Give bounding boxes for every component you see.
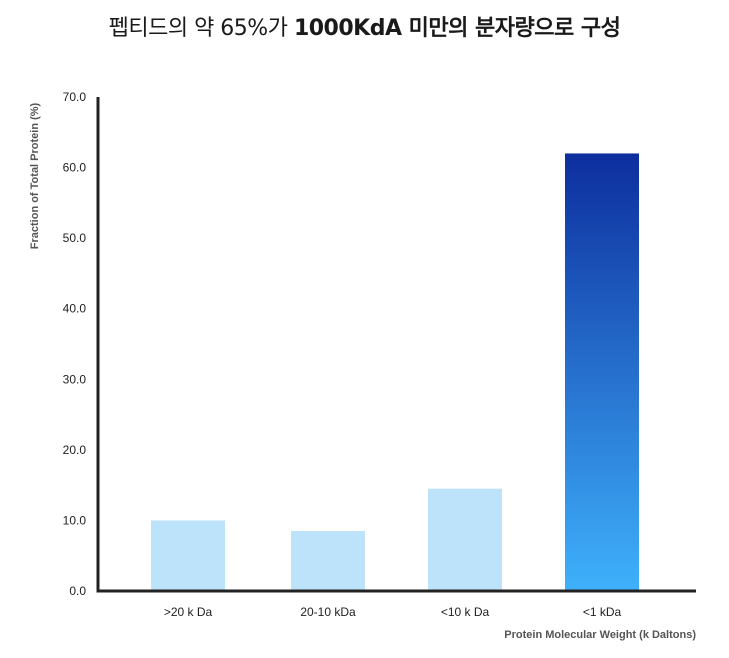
bar [428, 488, 502, 591]
y-tick-label: 0.0 [69, 584, 86, 598]
y-tick-label: 30.0 [63, 372, 87, 386]
x-category-label: 20-10 kDa [300, 605, 356, 619]
bar [291, 531, 365, 591]
x-category-label: >20 k Da [164, 605, 213, 619]
bars-group [151, 153, 639, 591]
chart-title: 펩티드의 약 65%가 1000KdA 미만의 분자량으로 구성 [0, 10, 729, 42]
x-category-labels: >20 k Da 20-10 kDa <10 k Da <1 kDa [164, 605, 622, 619]
y-tick-label: 40.0 [63, 302, 87, 316]
x-axis-title: Protein Molecular Weight (k Daltons) [504, 629, 696, 641]
bar [151, 520, 225, 591]
y-tick-label: 50.0 [63, 231, 87, 245]
y-tick-label: 20.0 [63, 443, 87, 457]
chart-title-bold: 1000KdA 미만의 분자량으로 구성 [293, 16, 621, 41]
chart-title-prefix: 펩티드의 약 65%가 [108, 16, 294, 41]
y-tick-label: 60.0 [63, 161, 87, 175]
y-tick-labels: 0.0 10.0 20.0 30.0 40.0 50.0 60.0 70.0 [63, 90, 87, 598]
x-category-label: <1 kDa [583, 605, 622, 619]
x-category-label: <10 k Da [441, 605, 490, 619]
bar [565, 153, 639, 591]
y-tick-label: 70.0 [63, 90, 87, 104]
y-tick-label: 10.0 [63, 513, 87, 527]
y-axis-title: Fraction of Total Protein (%) [29, 102, 41, 249]
